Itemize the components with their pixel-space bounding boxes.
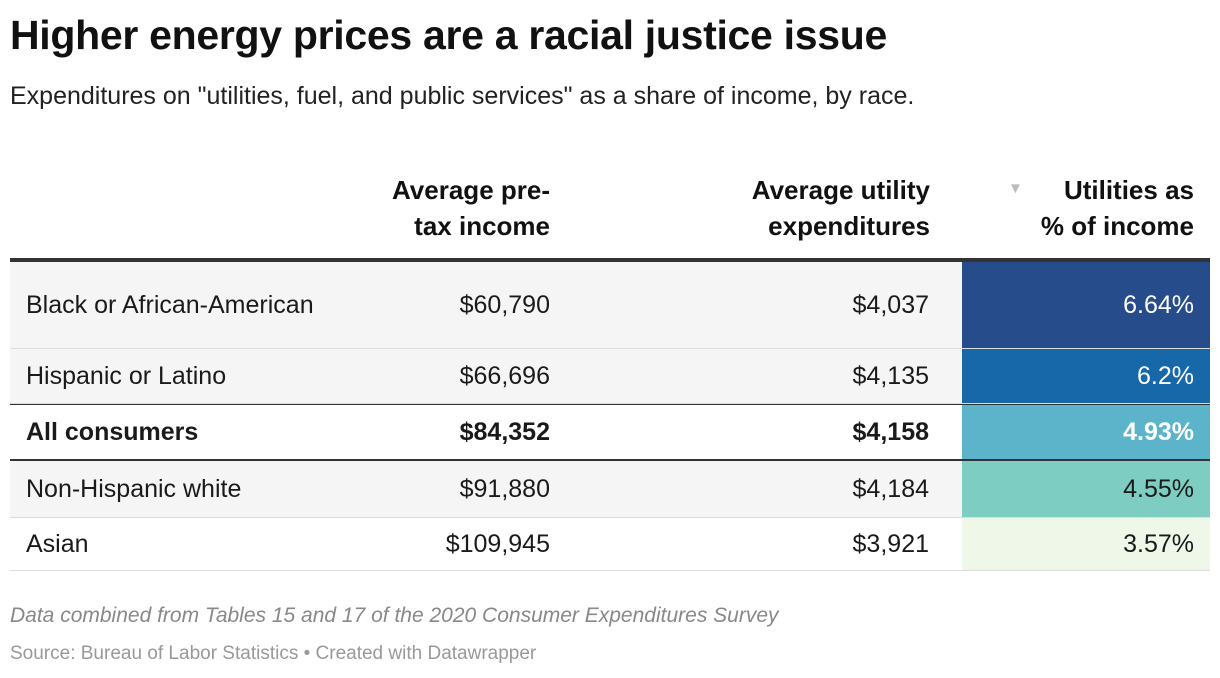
utility-cell: $4,037 — [852, 290, 929, 319]
column-header-share[interactable]: Utilities as % of income — [954, 172, 1194, 244]
column-header-utility-line1: Average utility — [751, 175, 930, 205]
share-cell: 6.2% — [962, 349, 1210, 403]
chart-notes: Data combined from Tables 15 and 17 of t… — [10, 604, 779, 627]
table-row: Black or African-American $60,790 $4,037 6.… — [10, 262, 1210, 349]
income-cell: $109,945 — [445, 529, 550, 558]
row-label: Non-Hispanic white — [26, 475, 242, 503]
income-cell: $84,352 — [459, 417, 550, 446]
utility-cell: $4,184 — [852, 474, 929, 503]
row-label: Black or African-American — [26, 291, 314, 319]
row-label: Hispanic or Latino — [26, 362, 227, 390]
column-header-income[interactable]: Average pre- tax income — [310, 172, 550, 244]
row-label: All consumers — [26, 418, 199, 446]
row-label: Asian — [26, 530, 89, 558]
column-header-income-line1: Average pre- — [392, 175, 550, 205]
income-cell: $60,790 — [459, 290, 550, 319]
table-row: Hispanic or Latino $66,696 $4,135 6.2% — [10, 349, 1210, 404]
utility-cell: $4,158 — [852, 417, 929, 446]
share-cell: 6.64% — [962, 262, 1210, 348]
chart-source: Source: Bureau of Labor Statistics • Cre… — [10, 643, 537, 664]
chart-title: Higher energy prices are a racial justic… — [10, 12, 887, 58]
share-cell: 3.57% — [962, 518, 1210, 570]
column-header-share-line1: Utilities as — [1063, 175, 1194, 205]
utility-cell: $4,135 — [852, 361, 929, 390]
share-cell: 4.93% — [962, 405, 1210, 459]
sort-descending-icon[interactable]: ▼ — [1008, 180, 1023, 197]
income-cell: $91,880 — [459, 474, 550, 503]
table-row: Non-Hispanic white $91,880 $4,184 4.55% — [10, 461, 1210, 518]
utility-cell: $3,921 — [852, 529, 929, 558]
chart-subtitle: Expenditures on "utilities, fuel, and pu… — [10, 82, 915, 110]
table-body: Black or African-American $60,790 $4,037 6.… — [10, 262, 1210, 571]
income-cell: $66,696 — [459, 361, 550, 390]
column-header-utility-line2: expenditures — [768, 211, 930, 241]
data-table: Average pre- tax income Average utility … — [10, 166, 1210, 571]
table-row: All consumers $84,352 $4,158 4.93% — [10, 404, 1210, 461]
table-header: Average pre- tax income Average utility … — [10, 166, 1210, 262]
column-header-income-line2: tax income — [414, 211, 550, 241]
column-header-utility[interactable]: Average utility expenditures — [630, 172, 930, 244]
table-row: Asian $109,945 $3,921 3.57% — [10, 518, 1210, 571]
column-header-share-line2: % of income — [1040, 211, 1194, 241]
share-cell: 4.55% — [962, 461, 1210, 517]
